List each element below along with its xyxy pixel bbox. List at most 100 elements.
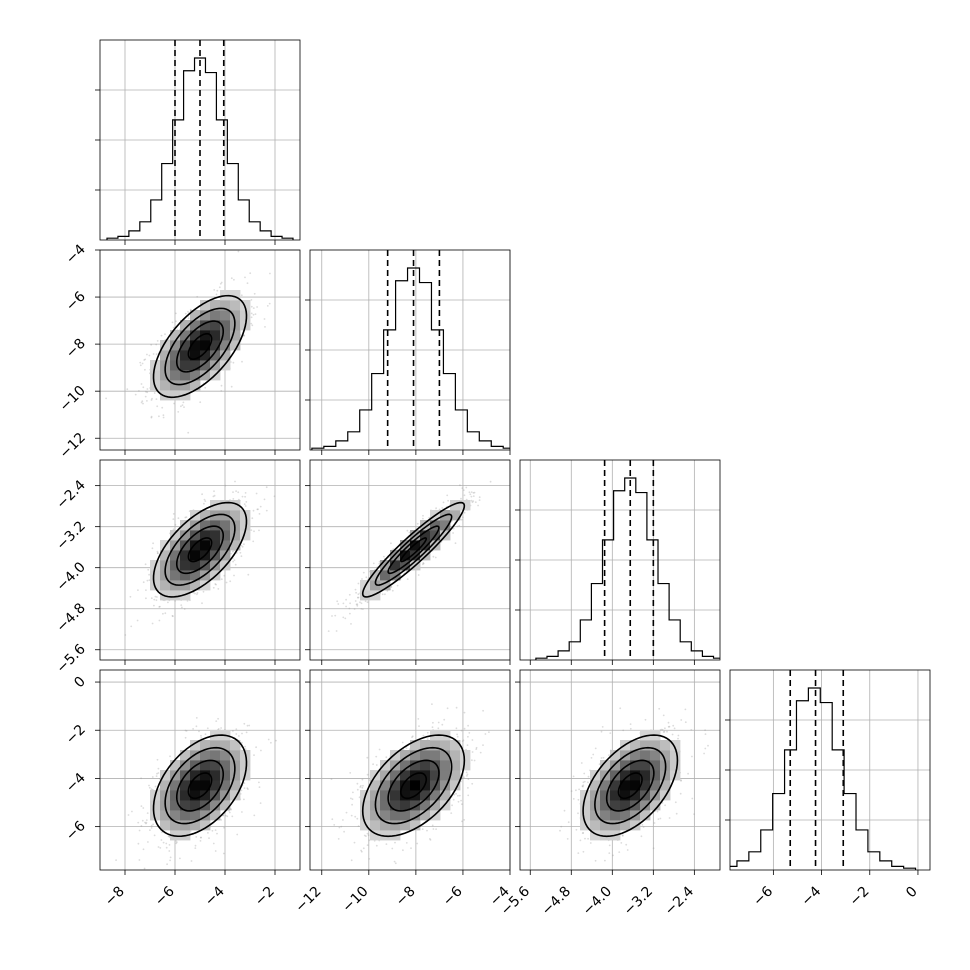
scatter-point bbox=[392, 548, 395, 550]
scatter-point bbox=[258, 529, 260, 532]
scatter-point bbox=[171, 321, 174, 324]
scatter-point bbox=[182, 401, 185, 404]
scatter-point bbox=[181, 404, 184, 406]
scatter-point bbox=[150, 827, 153, 829]
scatter-point bbox=[169, 856, 172, 859]
scatter-point bbox=[355, 603, 358, 606]
scatter-point bbox=[156, 772, 158, 775]
scatter-point bbox=[265, 509, 268, 512]
scatter-point bbox=[184, 516, 187, 519]
scatter-point bbox=[141, 362, 144, 365]
density-cell bbox=[220, 340, 231, 351]
scatter-point bbox=[185, 516, 188, 518]
panel-1-1 bbox=[305, 249, 511, 455]
scatter-point bbox=[350, 623, 352, 625]
density-cell bbox=[160, 780, 171, 791]
scatter-point bbox=[220, 390, 223, 392]
scatter-point bbox=[229, 580, 232, 583]
scatter-point bbox=[131, 810, 133, 813]
scatter-point bbox=[255, 746, 257, 749]
scatter-point bbox=[183, 406, 185, 408]
density-cell bbox=[180, 360, 191, 371]
scatter-point bbox=[459, 484, 461, 487]
scatter-point bbox=[150, 399, 153, 401]
scatter-point bbox=[434, 556, 437, 559]
density-cell bbox=[210, 330, 221, 341]
density-cell bbox=[180, 550, 191, 561]
scatter-point bbox=[426, 738, 429, 740]
scatter-point bbox=[241, 732, 243, 735]
scatter-point bbox=[199, 840, 202, 842]
scatter-point bbox=[233, 574, 235, 577]
scatter-point bbox=[331, 615, 333, 617]
density-cell bbox=[200, 340, 211, 351]
density-cell bbox=[190, 790, 201, 801]
scatter-point bbox=[473, 491, 476, 494]
density-cell bbox=[180, 800, 191, 811]
scatter-point bbox=[240, 544, 243, 547]
scatter-point bbox=[152, 353, 155, 355]
density-cell bbox=[220, 330, 231, 341]
scatter-point bbox=[144, 395, 147, 398]
density-cell bbox=[190, 350, 201, 361]
density-cell bbox=[230, 740, 241, 751]
density-cell bbox=[210, 300, 221, 311]
scatter-point bbox=[226, 815, 229, 818]
density-cell bbox=[230, 340, 241, 351]
scatter-point bbox=[474, 501, 477, 504]
scatter-point bbox=[154, 785, 157, 788]
scatter-point bbox=[250, 305, 253, 308]
scatter-point bbox=[155, 599, 158, 602]
density-cell bbox=[200, 810, 211, 821]
scatter-point bbox=[156, 550, 159, 553]
scatter-point bbox=[219, 282, 222, 285]
density-cell bbox=[420, 540, 431, 551]
scatter-point bbox=[194, 847, 197, 849]
scatter-point bbox=[164, 333, 166, 336]
scatter-point bbox=[232, 730, 234, 732]
density-cell bbox=[170, 570, 181, 581]
scatter-point bbox=[177, 411, 180, 413]
scatter-point bbox=[199, 401, 202, 404]
density-cell bbox=[210, 540, 221, 551]
panel-0-0 bbox=[95, 39, 301, 245]
density-cell bbox=[230, 310, 241, 321]
density-cell bbox=[160, 810, 171, 821]
density-cell bbox=[210, 530, 221, 541]
scatter-point bbox=[250, 316, 253, 319]
contour-line bbox=[187, 537, 213, 563]
scatter-point bbox=[150, 416, 153, 419]
panel-3-0 bbox=[95, 669, 301, 875]
scatter-point bbox=[213, 289, 216, 291]
scatter-point bbox=[216, 289, 219, 292]
density-cell bbox=[420, 550, 431, 561]
scatter-point bbox=[421, 563, 424, 566]
density-cell bbox=[160, 550, 171, 561]
scatter-point bbox=[249, 272, 252, 275]
scatter-point bbox=[470, 499, 473, 502]
scatter-point bbox=[215, 720, 218, 722]
density-cell bbox=[170, 550, 181, 561]
scatter-point bbox=[468, 732, 471, 734]
scatter-point bbox=[192, 728, 195, 730]
scatter-point bbox=[225, 581, 228, 584]
scatter-point bbox=[252, 313, 255, 316]
scatter-point bbox=[175, 320, 177, 323]
scatter-point bbox=[144, 368, 146, 371]
scatter-point bbox=[365, 576, 368, 579]
scatter-point bbox=[345, 605, 347, 608]
scatter-point bbox=[391, 589, 394, 592]
density-cell bbox=[410, 540, 421, 551]
density-cell bbox=[200, 300, 211, 311]
density-cell bbox=[190, 770, 201, 781]
scatter-point bbox=[231, 550, 234, 553]
scatter-point bbox=[168, 844, 171, 846]
scatter-point bbox=[390, 586, 393, 588]
scatter-point bbox=[156, 405, 159, 408]
scatter-point bbox=[140, 777, 143, 780]
scatter-point bbox=[327, 630, 330, 632]
scatter-point bbox=[148, 573, 151, 576]
scatter-point bbox=[212, 842, 215, 845]
density-cell bbox=[200, 750, 211, 761]
scatter-point bbox=[244, 276, 246, 279]
